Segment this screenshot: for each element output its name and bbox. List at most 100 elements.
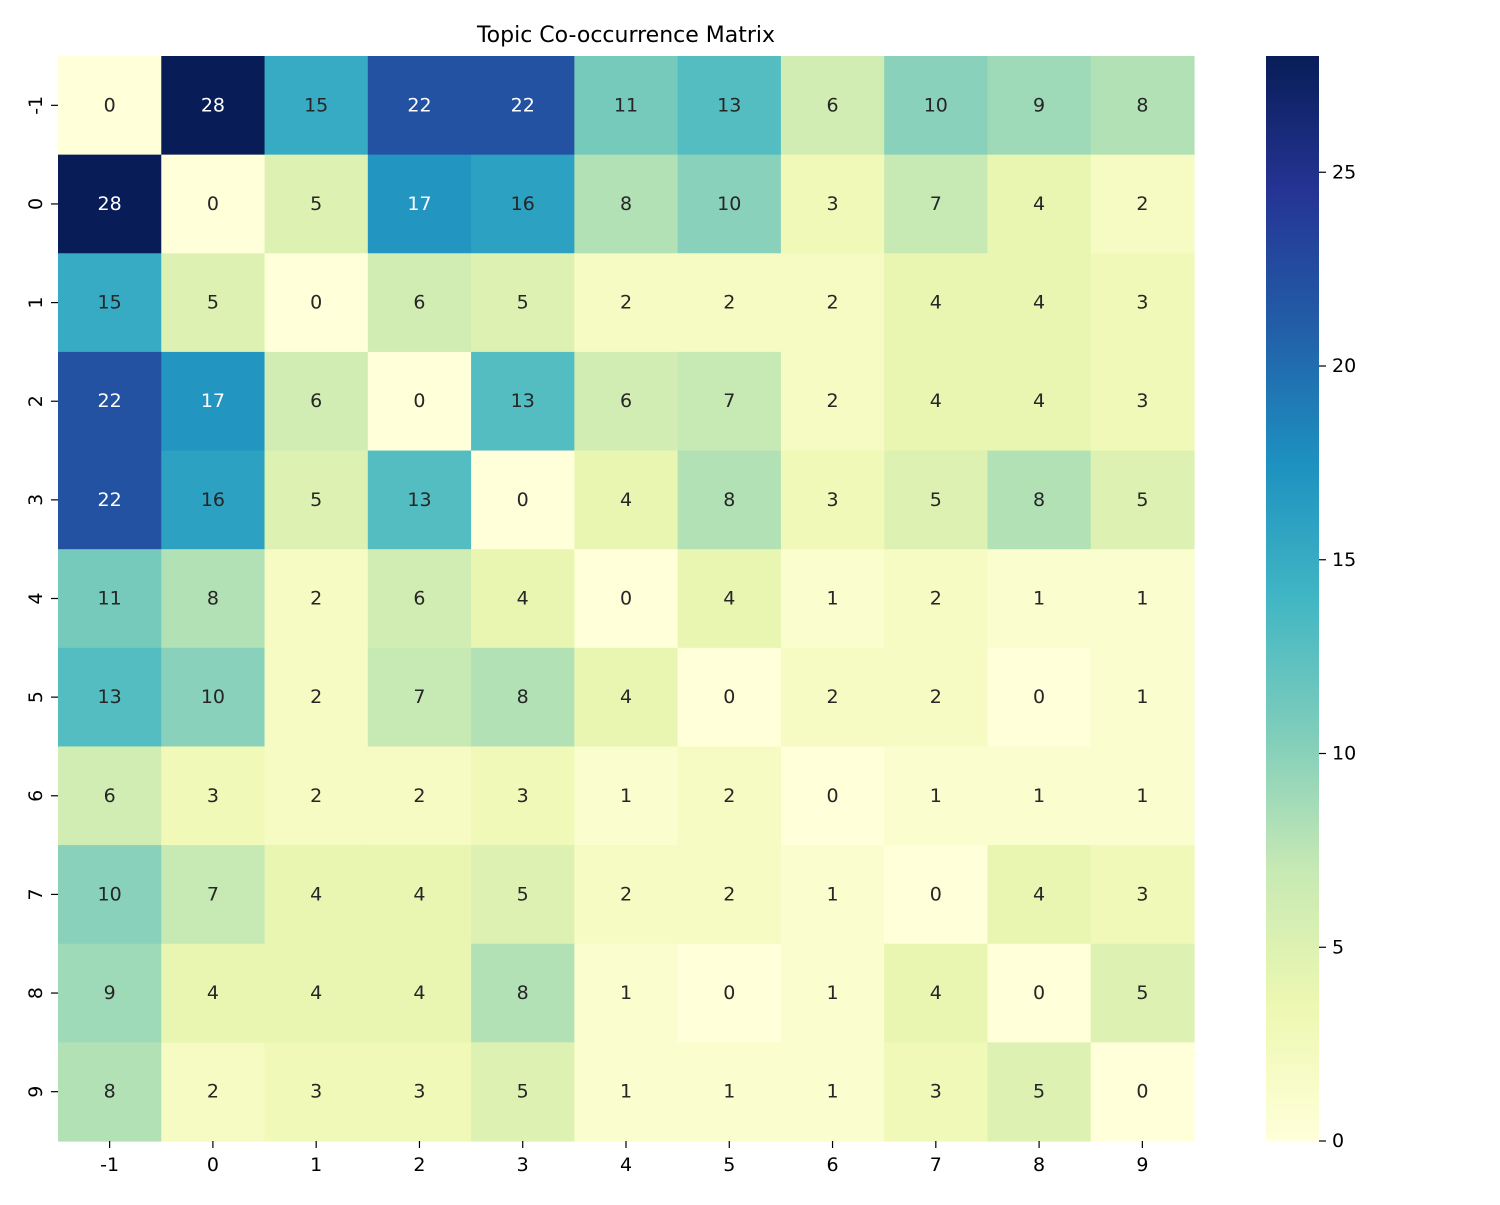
heatmap-cell	[264, 154, 369, 254]
cell-value-label: 2	[1136, 193, 1148, 215]
y-tick-label: 2	[25, 395, 47, 407]
cell-value-label: 10	[98, 883, 122, 905]
cell-value-label: 3	[826, 193, 838, 215]
x-tick-label: 9	[1136, 1154, 1148, 1176]
x-tick-label: 4	[620, 1154, 632, 1176]
cell-value-label: 4	[1033, 292, 1045, 314]
cell-value-label: 6	[104, 785, 116, 807]
colorbar-tick-label: 20	[1332, 355, 1356, 377]
heatmap-cell	[367, 549, 472, 649]
heatmap-cell	[884, 1042, 989, 1142]
x-tick-label: 6	[826, 1154, 838, 1176]
heatmap-cell	[471, 549, 575, 649]
heatmap-cell	[1090, 253, 1195, 353]
heatmap-cell	[987, 549, 1092, 649]
cell-value-label: 8	[517, 686, 529, 708]
cell-value-label: 4	[517, 588, 529, 610]
cell-value-label: 11	[98, 588, 122, 610]
x-tick-label: 2	[413, 1154, 425, 1176]
colorbar-gradient	[1266, 56, 1319, 1141]
cell-value-label: 0	[1136, 1081, 1148, 1103]
cell-value-label: 6	[620, 390, 632, 412]
heatmap-cell	[58, 845, 162, 945]
heatmap-cell	[367, 647, 472, 748]
cell-value-label: 5	[310, 489, 322, 511]
cell-value-label: 1	[930, 785, 942, 807]
heatmap-cell	[987, 450, 1092, 550]
heatmap-cell	[884, 647, 989, 748]
heatmap-cell	[884, 845, 989, 945]
heatmap-cell	[574, 450, 679, 550]
heatmap-cell	[677, 845, 782, 945]
x-tick-label: 3	[517, 1154, 529, 1176]
cell-value-label: 4	[207, 982, 219, 1004]
cell-value-label: 10	[201, 686, 225, 708]
colorbar: 0 5 10 15 20 25	[1266, 56, 1356, 1152]
cell-value-label: 1	[620, 785, 632, 807]
cell-value-label: 0	[826, 785, 838, 807]
heatmap-cell	[780, 746, 885, 846]
heatmap-cell	[58, 154, 162, 254]
heatmap-cell	[58, 746, 162, 846]
cell-value-label: 3	[1136, 292, 1148, 314]
heatmap-cell	[987, 56, 1092, 156]
cell-value-label: 6	[310, 390, 322, 412]
heatmap-cell	[987, 845, 1092, 945]
cell-value-label: 2	[723, 785, 735, 807]
cell-value-label: 2	[826, 292, 838, 314]
heatmap-cell	[367, 56, 472, 156]
cell-value-label: 0	[104, 94, 116, 116]
x-tick-label: 8	[1033, 1154, 1045, 1176]
heatmap-cell	[471, 1042, 575, 1142]
cell-value-label: 4	[413, 883, 425, 905]
heatmap-cell	[987, 253, 1092, 353]
cell-value-label: 3	[207, 785, 219, 807]
x-tick-label: 1	[310, 1154, 322, 1176]
heatmap-cell	[574, 253, 679, 353]
heatmap-cell	[1090, 1042, 1195, 1142]
cell-value-label: 17	[201, 390, 225, 412]
cell-value-label: 4	[310, 982, 322, 1004]
cell-value-label: 3	[310, 1081, 322, 1103]
cell-value-label: 13	[407, 489, 431, 511]
heatmap-cell	[574, 56, 679, 156]
cell-value-label: 8	[104, 1081, 116, 1103]
heatmap-cell	[58, 56, 162, 156]
cell-value-label: 1	[1136, 785, 1148, 807]
cell-value-label: 2	[413, 785, 425, 807]
heatmap-cell	[780, 1042, 885, 1142]
cell-value-label: 4	[723, 588, 735, 610]
x-tick-label: 7	[930, 1154, 942, 1176]
x-tick-label: -1	[100, 1154, 119, 1176]
cell-value-label: 3	[1136, 883, 1148, 905]
heatmap-cell	[58, 450, 162, 550]
cell-value-label: 6	[413, 588, 425, 610]
heatmap-cell	[264, 845, 369, 945]
heatmap-cell	[780, 154, 885, 254]
heatmap-cell	[367, 845, 472, 945]
cell-value-label: 5	[207, 292, 219, 314]
heatmap-cell	[367, 1042, 472, 1142]
cell-value-label: 4	[1033, 193, 1045, 215]
heatmap-cell	[367, 943, 472, 1043]
cell-value-label: 5	[930, 489, 942, 511]
heatmap-cell	[574, 1042, 679, 1142]
cell-value-label: 1	[826, 883, 838, 905]
heatmap-cell	[884, 56, 989, 156]
heatmap-cell	[161, 549, 266, 649]
cell-value-label: 2	[826, 686, 838, 708]
heatmap-cell	[161, 253, 266, 353]
cell-value-label: 0	[413, 390, 425, 412]
heatmap-cell	[161, 647, 266, 748]
heatmap-cell	[471, 351, 575, 452]
heatmap-cell	[884, 450, 989, 550]
heatmap-cell	[471, 647, 575, 748]
cell-value-label: 7	[723, 390, 735, 412]
cell-value-label: 3	[413, 1081, 425, 1103]
cell-value-label: 2	[310, 785, 322, 807]
cell-value-label: 13	[717, 94, 741, 116]
cell-value-label: 1	[1033, 588, 1045, 610]
heatmap-cell	[677, 450, 782, 550]
heatmap-cell	[987, 1042, 1092, 1142]
cell-value-label: 1	[826, 588, 838, 610]
